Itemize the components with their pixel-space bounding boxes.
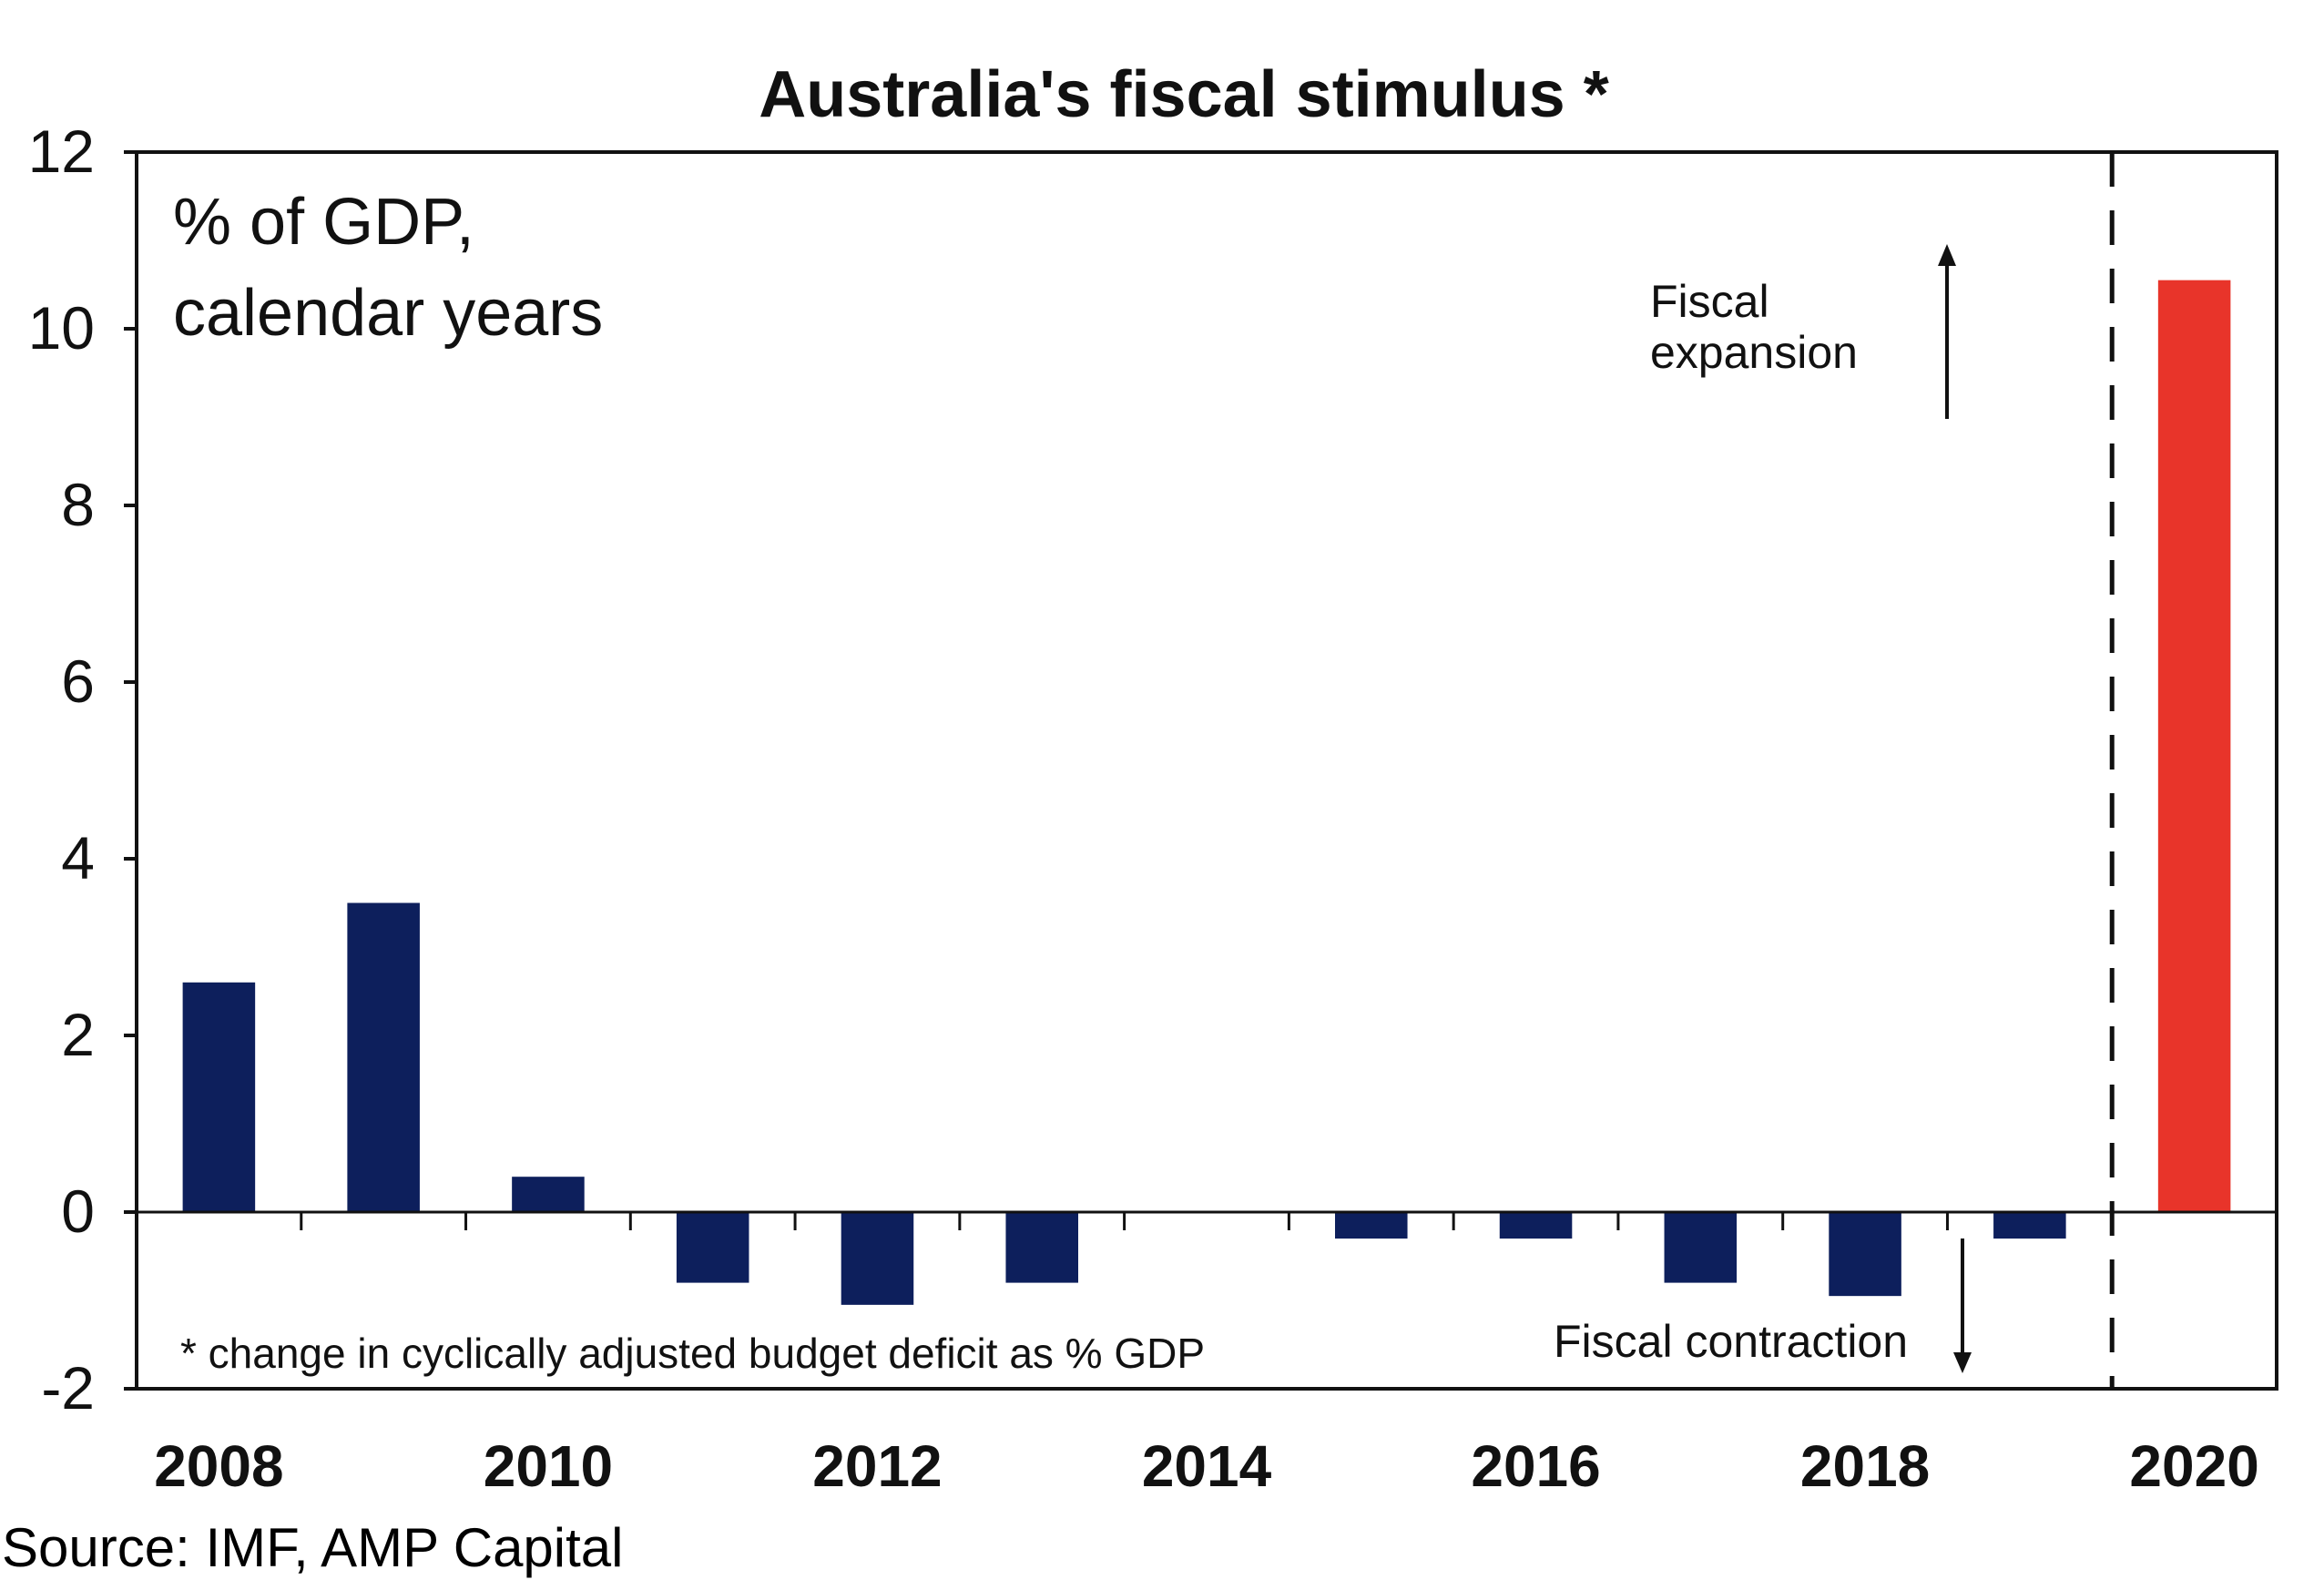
y-tick-label: 10 — [28, 294, 95, 362]
source-note: Source: IMF, AMP Capital — [2, 1517, 624, 1578]
bar-2015 — [1335, 1212, 1408, 1239]
x-tick-label: 2014 — [1142, 1433, 1272, 1499]
x-tick-label: 2018 — [1800, 1433, 1930, 1499]
y-tick-label: 2 — [61, 1001, 95, 1068]
y-tick-label: 6 — [61, 647, 95, 715]
unit-label-line1: % of GDP, — [173, 186, 474, 259]
y-tick-label: 0 — [61, 1177, 95, 1245]
bar-2009 — [347, 902, 420, 1212]
x-tick-label: 2012 — [812, 1433, 942, 1499]
unit-label-line2: calendar years — [173, 277, 603, 350]
fiscal-contraction-label: Fiscal contraction — [1554, 1316, 1908, 1367]
bar-2018 — [1829, 1212, 1901, 1297]
bar-2019 — [1993, 1212, 2066, 1239]
y-tick-label: 4 — [61, 824, 95, 892]
x-tick-label: 2016 — [1471, 1433, 1600, 1499]
footnote: * change in cyclically adjusted budget d… — [180, 1330, 1205, 1377]
bar-2011 — [676, 1212, 749, 1283]
y-tick-label: 8 — [61, 471, 95, 538]
bar-2012 — [841, 1212, 914, 1305]
plot-frame — [135, 150, 2278, 1391]
bars-group — [182, 280, 2231, 1305]
x-tick-label: 2010 — [484, 1433, 613, 1499]
y-tick-label: -2 — [41, 1354, 95, 1422]
x-axis: 2008 2010 2012 2014 2016 2018 2020 — [154, 1212, 2259, 1499]
expansion-arrow-icon — [1938, 244, 1956, 419]
contraction-arrow-icon — [1953, 1238, 1972, 1373]
y-axis: -2 0 2 4 6 8 10 12 — [28, 117, 137, 1422]
chart-title: Australia's fiscal stimulus * — [759, 58, 1608, 131]
bar-2013 — [1005, 1212, 1078, 1283]
x-tick-label: 2020 — [2129, 1433, 2258, 1499]
bar-2020 — [2157, 280, 2231, 1212]
bar-2016 — [1499, 1212, 1573, 1239]
bar-2017 — [1664, 1212, 1738, 1283]
bar-2010 — [512, 1177, 585, 1212]
bar-2008 — [182, 982, 256, 1212]
fiscal-expansion-label-line1: Fiscal — [1650, 276, 1769, 327]
x-tick-label: 2008 — [154, 1433, 283, 1499]
fiscal-expansion-label-line2: expansion — [1650, 327, 1858, 378]
y-tick-label: 12 — [28, 117, 95, 185]
